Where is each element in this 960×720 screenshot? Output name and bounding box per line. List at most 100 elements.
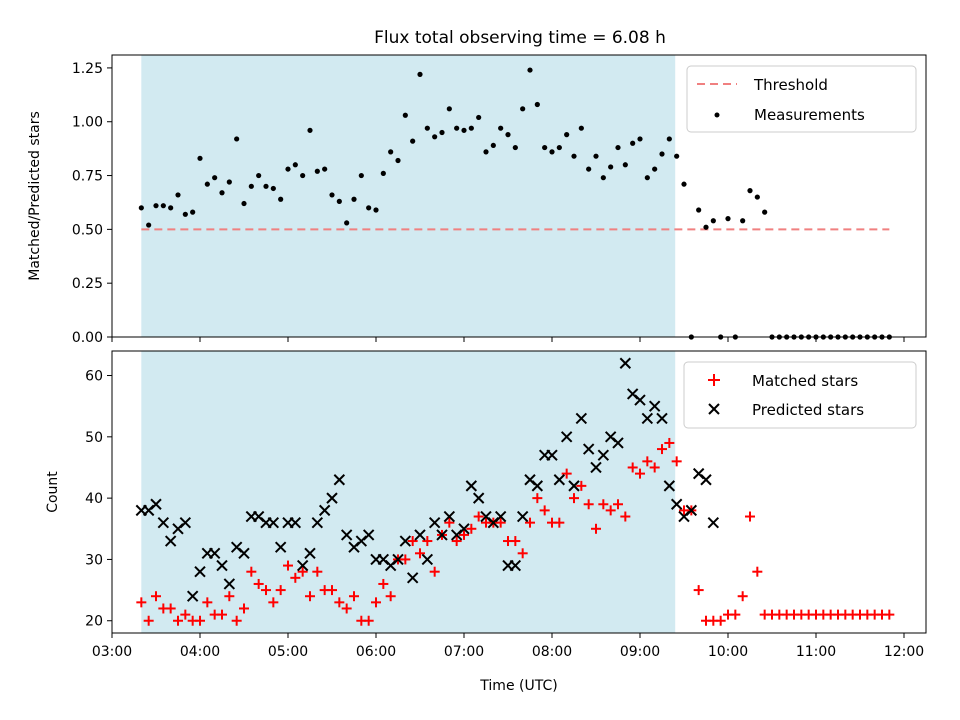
measurement-point <box>498 125 504 131</box>
matched-star-point <box>429 566 440 577</box>
bottom-y-tick-label: 60 <box>85 369 103 385</box>
x-axis-label: Time (UTC) <box>479 678 557 694</box>
predicted-star-point <box>194 565 206 578</box>
matched-star-point <box>275 585 286 596</box>
matched-star-point <box>305 591 315 602</box>
bottom-y-tick-label: 50 <box>85 430 103 446</box>
matched-star-point <box>224 591 235 602</box>
legend-measurements-label: Measurements <box>754 106 865 124</box>
matched-star-point <box>385 591 396 602</box>
matched-star-point <box>613 499 623 510</box>
matched-star-point <box>473 511 484 522</box>
x-tick-label: 06:00 <box>356 644 396 660</box>
bottom-y-tick-label: 30 <box>85 552 103 568</box>
top-legend-box <box>686 65 917 133</box>
measurement-point <box>270 185 276 192</box>
measurement-point <box>490 142 496 149</box>
measurement-point <box>380 170 386 176</box>
measurement-point <box>615 144 621 151</box>
measurement-point <box>564 132 570 138</box>
matched-star-point <box>495 517 506 528</box>
predicted-star-point <box>553 474 566 486</box>
measurement-point <box>351 196 357 202</box>
measurement-point <box>578 125 584 131</box>
measurement-point <box>556 144 562 151</box>
x-tick-label: 05:00 <box>268 644 308 660</box>
measurement-point <box>703 224 709 230</box>
matched-star-point <box>737 591 748 602</box>
matched-star-point <box>730 609 741 620</box>
measurement-point <box>608 164 614 170</box>
measurement-point <box>593 153 599 159</box>
x-tick-label: 07:00 <box>444 644 484 660</box>
measurement-point <box>571 153 577 159</box>
matched-star-point <box>627 462 638 473</box>
top-y-tick-label: 0.25 <box>72 276 103 292</box>
predicted-star-point <box>304 547 316 560</box>
matched-star-point <box>671 456 682 467</box>
predicted-star-point <box>465 480 478 492</box>
measurement-point <box>747 188 753 194</box>
matched-star-point <box>576 480 587 491</box>
matched-star-point <box>451 536 462 547</box>
x-tick-label: 10:00 <box>708 644 748 660</box>
predicted-star-point <box>340 529 353 541</box>
measurement-point <box>402 112 408 118</box>
matched-star-point <box>334 597 345 608</box>
top-plot-frame <box>111 54 927 338</box>
predicted-star-point <box>568 480 580 492</box>
predicted-star-point <box>289 516 302 529</box>
predicted-star-point <box>216 559 228 572</box>
measurement-point <box>586 166 592 172</box>
predicted-star-point <box>421 553 434 566</box>
measurement-point <box>461 127 467 133</box>
predicted-star-point <box>274 541 287 553</box>
predicted-star-point <box>443 510 456 523</box>
measurement-point <box>674 153 680 159</box>
matched-star-point <box>327 585 337 596</box>
matched-star-point <box>165 603 176 614</box>
predicted-star-point <box>157 516 170 529</box>
top-y-tick-label: 0.00 <box>72 330 103 346</box>
legend-matched-label: Matched stars <box>752 372 858 390</box>
measurement-point <box>292 162 298 168</box>
matched-star-point <box>202 597 213 608</box>
predicted-star-point <box>700 474 712 486</box>
matched-star-point <box>143 615 154 626</box>
measurement-point <box>153 203 159 209</box>
bottom-legend-box <box>683 361 917 429</box>
predicted-star-point <box>318 504 331 517</box>
measurement-point <box>476 114 482 121</box>
bottom-y-tick-label: 40 <box>85 491 103 507</box>
measurement-point <box>366 205 372 211</box>
bottom-panel: 20 30 40 50 60 03:00 04:00 05:00 06:00 07:00 08:0… <box>45 350 927 694</box>
matched-star-point <box>620 511 631 522</box>
measurement-point <box>219 190 225 196</box>
measurement-point <box>483 149 489 155</box>
measurement-point <box>322 166 328 172</box>
measurement-point <box>710 218 716 224</box>
measurement-point <box>226 179 232 185</box>
matched-star-point <box>173 615 183 626</box>
measurement-point <box>395 157 401 164</box>
matched-star-point <box>745 511 755 522</box>
matched-star-point <box>246 566 257 577</box>
measurement-point <box>637 136 643 142</box>
matched-star-point <box>635 468 645 479</box>
bottom-y-axis-label: Count <box>45 471 61 513</box>
matched-star-point <box>598 499 609 510</box>
x-tick-label: 04:00 <box>180 644 220 660</box>
x-tick-label: 09:00 <box>620 644 660 660</box>
measurement-point <box>432 134 438 140</box>
top-shaded-region <box>141 55 676 337</box>
bottom-legend: Matched stars Predicted stars <box>683 361 917 429</box>
matched-star-point <box>657 444 667 455</box>
measurement-point <box>212 175 218 181</box>
top-y-tick-label: 1.25 <box>72 61 103 77</box>
predicted-star-point <box>186 590 199 602</box>
predicted-star-point <box>333 474 346 486</box>
measurement-point <box>659 151 665 157</box>
legend-measurements-swatch <box>714 112 720 118</box>
predicted-star-point <box>685 504 698 517</box>
measurement-point <box>549 149 555 155</box>
